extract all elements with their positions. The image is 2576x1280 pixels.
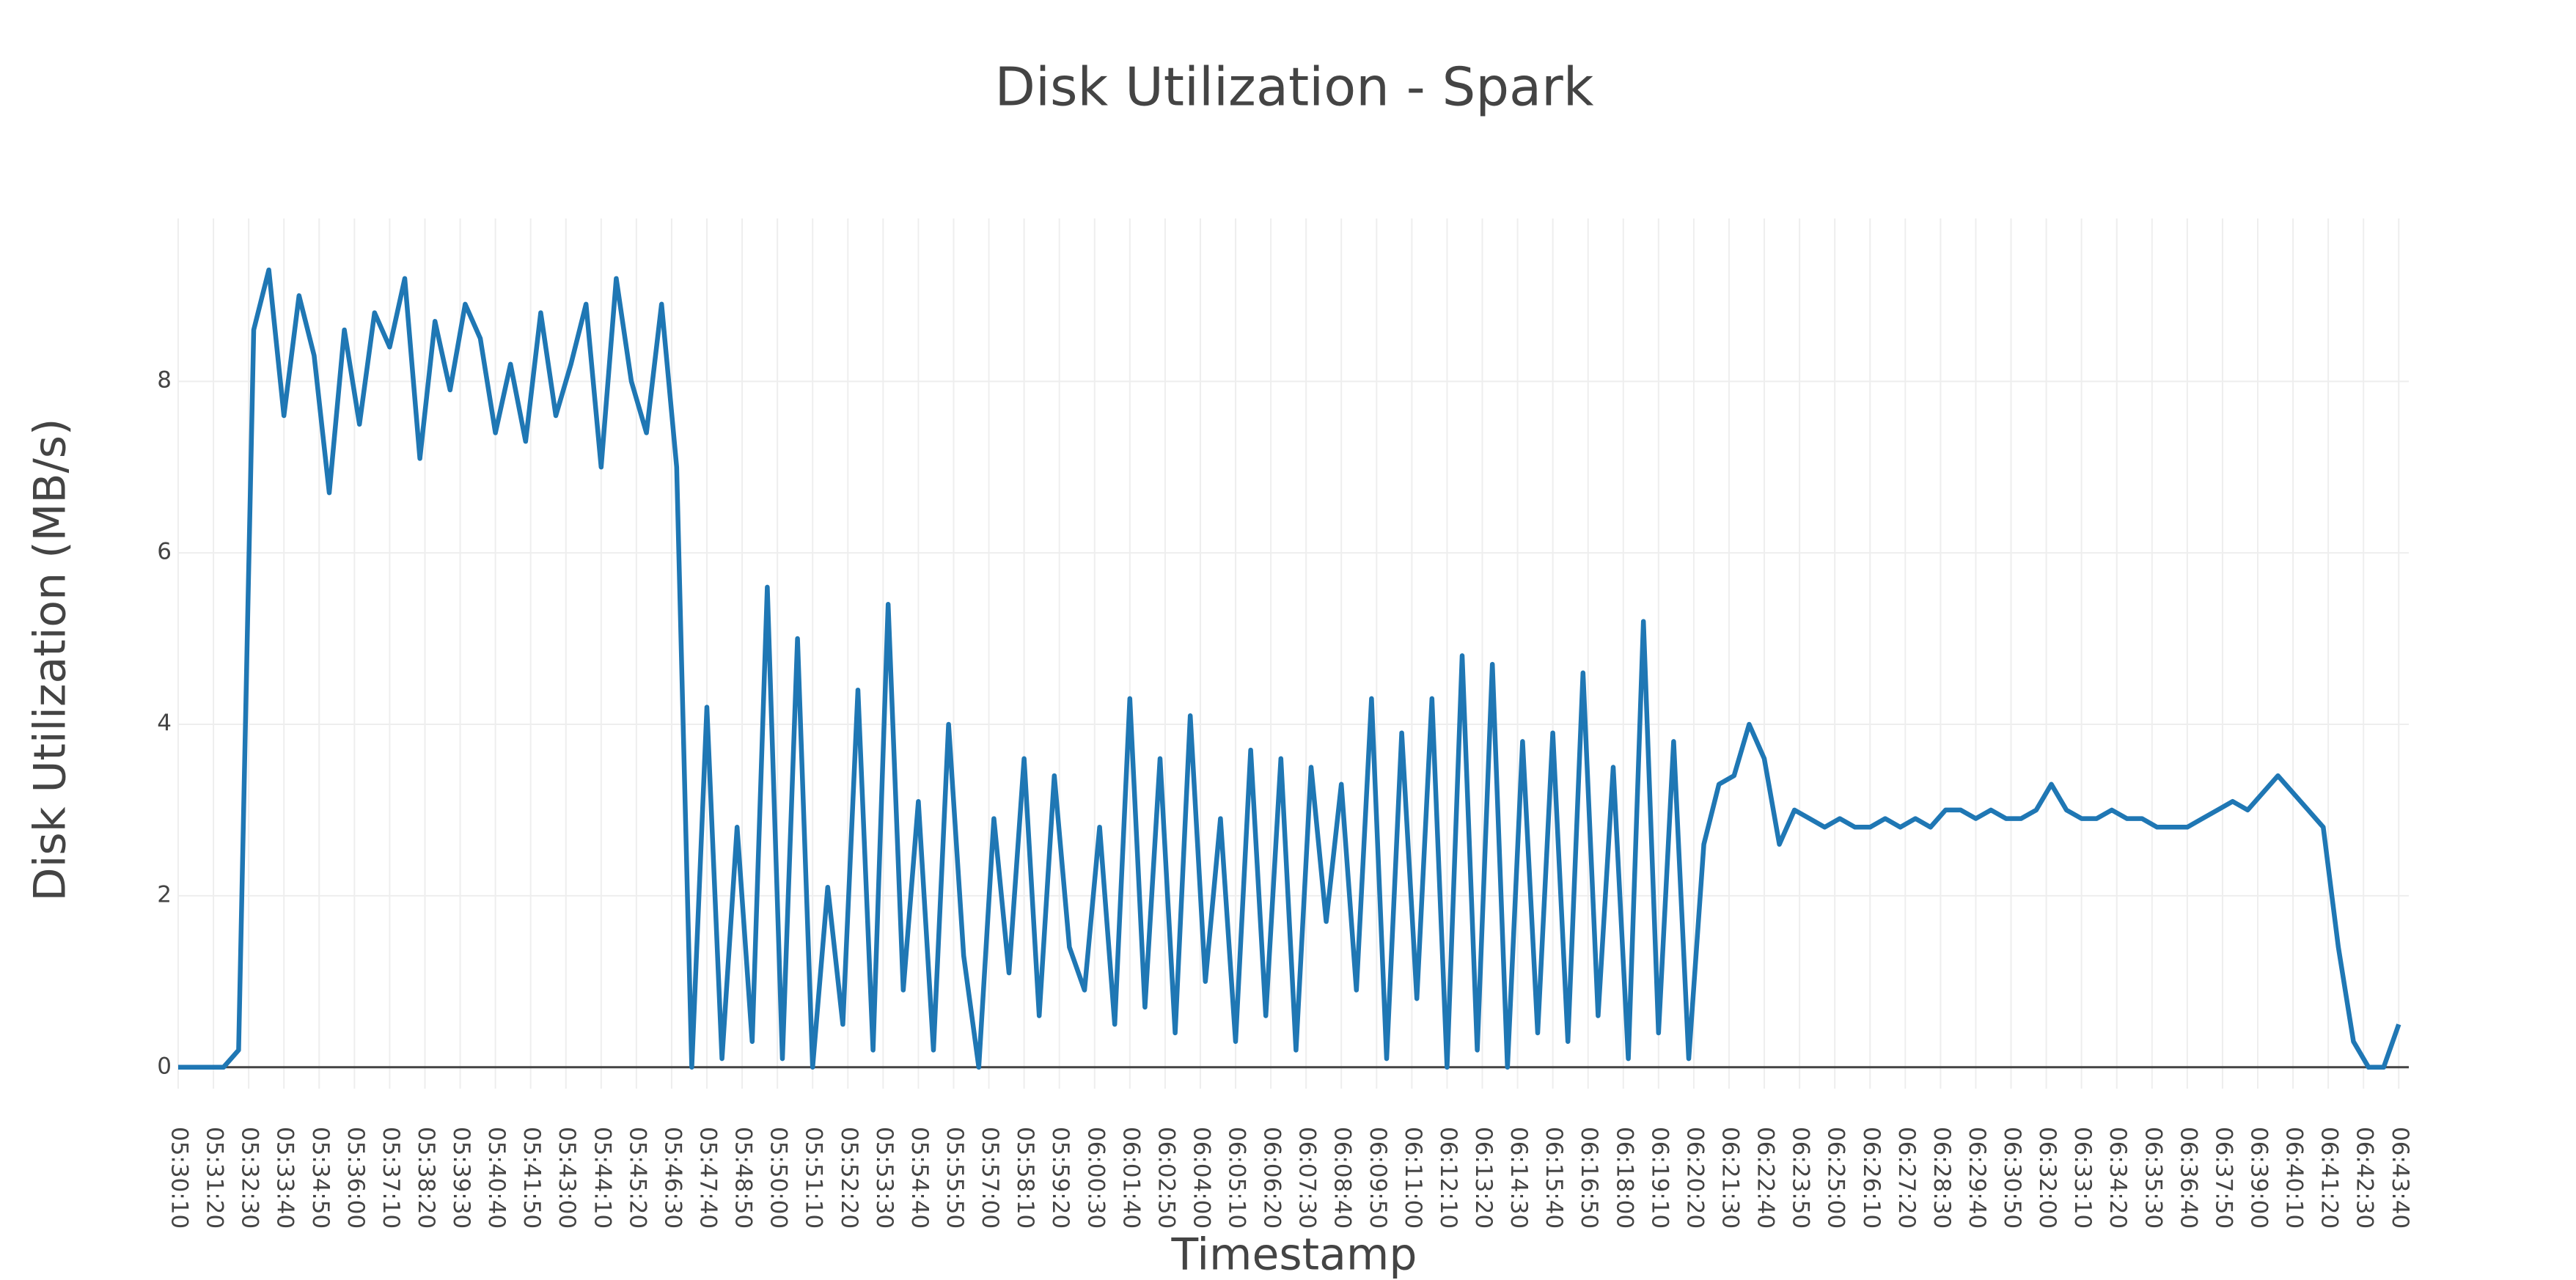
x-tick-label: 05:39:30 <box>448 1127 474 1229</box>
x-tick-label: 05:40:40 <box>483 1127 510 1229</box>
x-tick-label: 06:15:40 <box>1541 1127 1567 1229</box>
x-tick-label: 06:18:00 <box>1611 1127 1637 1229</box>
y-tick-label: 4 <box>157 710 172 736</box>
x-tick-label: 05:55:50 <box>942 1127 968 1229</box>
data-line <box>178 267 2401 1070</box>
y-tick-label: 8 <box>157 367 172 394</box>
x-tick-label: 06:05:10 <box>1224 1127 1250 1229</box>
x-tick-label: 05:44:10 <box>589 1127 615 1229</box>
x-tick-label: 06:30:50 <box>1999 1127 2025 1229</box>
x-tick-label: 05:38:20 <box>413 1127 439 1229</box>
x-tick-label: 06:12:10 <box>1435 1127 1461 1229</box>
x-tick-label: 06:42:30 <box>2352 1127 2378 1229</box>
x-tick-label: 06:25:00 <box>1823 1127 1849 1229</box>
x-tick-label: 06:43:40 <box>2387 1127 2413 1229</box>
x-tick-label: 05:43:00 <box>554 1127 580 1229</box>
x-tick-label: 05:48:50 <box>730 1127 757 1229</box>
x-tick-label: 05:59:20 <box>1047 1127 1074 1229</box>
x-tick-label: 05:31:20 <box>202 1127 228 1229</box>
x-tick-label: 06:02:50 <box>1153 1127 1179 1229</box>
x-tick-label: 06:21:30 <box>1717 1127 1743 1229</box>
y-tick-label: 2 <box>157 881 172 908</box>
x-tick-label: 06:00:30 <box>1082 1127 1109 1229</box>
x-tick-label: 05:34:50 <box>307 1127 334 1229</box>
x-tick-label: 06:16:50 <box>1576 1127 1602 1229</box>
x-tick-label: 06:07:30 <box>1294 1127 1321 1229</box>
x-tick-label: 06:28:30 <box>1929 1127 1955 1229</box>
x-tick-label: 05:37:10 <box>378 1127 404 1229</box>
x-tick-label: 05:52:20 <box>836 1127 862 1229</box>
x-tick-label: 06:35:30 <box>2140 1127 2166 1229</box>
x-tick-label: 06:26:10 <box>1858 1127 1885 1229</box>
x-tick-label: 05:53:30 <box>871 1127 898 1229</box>
x-tick-label: 06:29:40 <box>1964 1127 1990 1229</box>
plot-area <box>178 267 2401 1070</box>
x-tick-label: 06:34:20 <box>2105 1127 2131 1229</box>
x-tick-label: 06:23:50 <box>1788 1127 1814 1229</box>
x-tick-label: 06:09:50 <box>1365 1127 1391 1229</box>
x-tick-label: 06:08:40 <box>1329 1127 1356 1229</box>
x-axis-title: Timestamp <box>1171 1229 1417 1280</box>
x-tick-label: 06:19:10 <box>1646 1127 1673 1229</box>
x-tick-label: 05:50:00 <box>766 1127 792 1229</box>
x-tick-label: 06:06:20 <box>1259 1127 1285 1229</box>
x-tick-label: 06:22:40 <box>1753 1127 1779 1229</box>
x-tick-label: 05:51:10 <box>801 1127 827 1229</box>
y-axis-title: Disk Utilization (MB/s) <box>25 419 76 902</box>
x-tick-label: 06:32:00 <box>2034 1127 2061 1229</box>
x-tick-label: 06:36:40 <box>2175 1127 2201 1229</box>
x-tick-label: 06:04:00 <box>1188 1127 1214 1229</box>
x-tick-label: 06:37:50 <box>2210 1127 2236 1229</box>
x-tick-label: 06:41:20 <box>2316 1127 2343 1229</box>
x-tick-label: 05:30:10 <box>166 1127 193 1229</box>
x-tick-label: 06:39:00 <box>2245 1127 2272 1229</box>
x-tick-label: 06:11:00 <box>1400 1127 1426 1229</box>
x-tick-label: 06:40:10 <box>2281 1127 2308 1229</box>
x-tick-label: 05:33:40 <box>272 1127 298 1229</box>
x-tick-label: 05:41:50 <box>518 1127 545 1229</box>
x-tick-label: 05:47:40 <box>695 1127 722 1229</box>
x-tick-label: 06:14:30 <box>1505 1127 1532 1229</box>
x-tick-label: 05:36:00 <box>342 1127 369 1229</box>
x-tick-label: 05:46:30 <box>659 1127 686 1229</box>
x-tick-label: 06:01:40 <box>1118 1127 1144 1229</box>
x-tick-label: 05:57:00 <box>977 1127 1003 1229</box>
y-tick-label: 0 <box>157 1053 172 1079</box>
y-tick-label: 6 <box>157 539 172 565</box>
x-tick-label: 05:58:10 <box>1012 1127 1038 1229</box>
x-tick-label: 05:54:40 <box>906 1127 933 1229</box>
x-tick-label: 06:20:20 <box>1681 1127 1708 1229</box>
x-tick-label: 06:13:20 <box>1470 1127 1497 1229</box>
x-tick-label: 06:33:10 <box>2069 1127 2096 1229</box>
x-tick-label: 05:45:20 <box>624 1127 650 1229</box>
x-tick-label: 05:32:30 <box>237 1127 263 1229</box>
x-tick-label: 06:27:20 <box>1893 1127 1920 1229</box>
chart-title: Disk Utilization - Spark <box>995 56 1594 118</box>
